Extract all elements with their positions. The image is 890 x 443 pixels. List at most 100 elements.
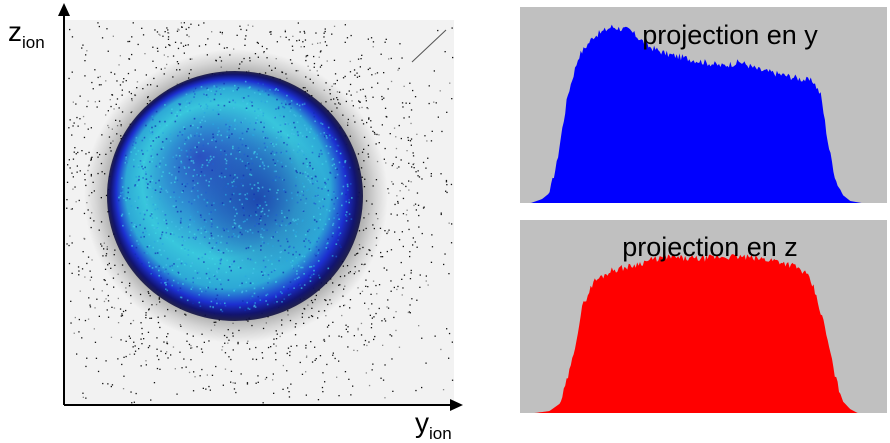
speckle-dot	[286, 94, 288, 97]
speckle-dot	[276, 160, 279, 162]
speckle-dot	[135, 153, 137, 155]
speckle-dot	[241, 96, 243, 99]
noise-dot	[89, 304, 91, 306]
speckle-dot	[303, 154, 305, 156]
speckle-dot	[314, 178, 316, 181]
noise-dot	[122, 388, 125, 390]
speckle-dot	[217, 127, 220, 129]
speckle-dot	[345, 214, 347, 216]
noise-dot	[371, 86, 373, 89]
speckle-dot	[188, 231, 191, 233]
noise-dot	[169, 44, 171, 47]
speckle-dot	[302, 190, 304, 193]
speckle-dot	[267, 282, 269, 284]
speckle-dot	[348, 201, 350, 204]
speckle-dot	[335, 150, 338, 152]
speckle-dot	[159, 198, 161, 200]
speckle-dot	[192, 277, 195, 279]
speckle-dot	[215, 298, 217, 300]
speckle-dot	[225, 271, 228, 274]
noise-dot	[89, 279, 91, 281]
speckle-dot	[174, 205, 176, 208]
noise-dot	[344, 304, 346, 306]
speckle-dot	[155, 137, 158, 139]
speckle-dot	[302, 194, 305, 196]
noise-dot	[349, 83, 352, 86]
speckle-dot	[223, 150, 226, 152]
noise-dot	[185, 44, 187, 46]
speckle-dot	[135, 225, 137, 228]
noise-dot	[209, 389, 211, 391]
noise-dot	[100, 84, 102, 86]
speckle-dot	[200, 166, 203, 168]
speckle-dot	[254, 225, 256, 227]
speckle-dot	[246, 192, 249, 195]
speckle-dot	[293, 246, 295, 249]
speckle-dot	[177, 282, 179, 284]
speckle-dot	[248, 214, 251, 217]
speckle-dot	[211, 258, 214, 260]
noise-dot	[181, 367, 183, 369]
speckle-dot	[218, 259, 221, 261]
speckle-dot	[326, 134, 328, 136]
speckle-dot	[212, 136, 215, 138]
speckle-dot	[175, 117, 178, 120]
noise-dot	[427, 157, 429, 159]
noise-dot	[79, 170, 81, 172]
speckle-dot	[317, 187, 320, 189]
speckle-dot	[308, 248, 311, 250]
speckle-dot	[326, 208, 328, 211]
speckle-dot	[187, 226, 190, 228]
noise-dot	[85, 153, 87, 155]
noise-dot	[84, 123, 86, 125]
speckle-dot	[312, 181, 315, 183]
speckle-dot	[174, 120, 177, 123]
speckle-dot	[121, 213, 124, 216]
speckle-dot	[143, 161, 145, 163]
speckle-dot	[289, 103, 291, 105]
speckle-dot	[192, 124, 194, 127]
speckle-dot	[326, 137, 328, 139]
noise-dot	[81, 150, 83, 152]
noise-dot	[317, 399, 320, 401]
speckle-dot	[296, 194, 298, 196]
noise-dot	[376, 72, 379, 74]
noise-dot	[421, 232, 423, 235]
speckle-dot	[225, 162, 228, 165]
speckle-dot	[236, 176, 239, 179]
speckle-dot	[322, 248, 325, 250]
noise-dot	[401, 231, 403, 233]
speckle-dot	[216, 302, 218, 305]
speckle-dot	[198, 118, 201, 121]
noise-dot	[303, 46, 305, 48]
speckle-dot	[264, 137, 267, 139]
speckle-dot	[184, 139, 187, 141]
noise-dot	[178, 29, 180, 31]
speckle-dot	[264, 90, 267, 92]
noise-dot	[361, 290, 364, 292]
speckle-dot	[299, 132, 302, 134]
speckle-dot	[178, 236, 180, 238]
speckle-dot	[180, 149, 183, 151]
speckle-dot	[232, 233, 235, 235]
speckle-dot	[145, 178, 148, 180]
noise-dot	[380, 251, 382, 254]
speckle-dot	[152, 203, 155, 206]
noise-dot	[94, 69, 96, 71]
speckle-dot	[149, 130, 151, 132]
speckle-dot	[280, 136, 282, 138]
speckle-dot	[186, 153, 189, 155]
noise-dot	[159, 326, 161, 329]
noise-dot	[306, 54, 309, 57]
speckle-dot	[146, 186, 149, 189]
speckle-dot	[239, 193, 242, 195]
speckle-dot	[303, 240, 305, 242]
speckle-dot	[313, 219, 316, 221]
noise-dot	[208, 385, 210, 388]
noise-dot	[378, 142, 380, 144]
speckle-dot	[194, 146, 196, 149]
speckle-dot	[192, 187, 194, 189]
speckle-dot	[345, 211, 348, 213]
speckle-dot	[134, 185, 136, 187]
speckle-dot	[257, 187, 259, 189]
